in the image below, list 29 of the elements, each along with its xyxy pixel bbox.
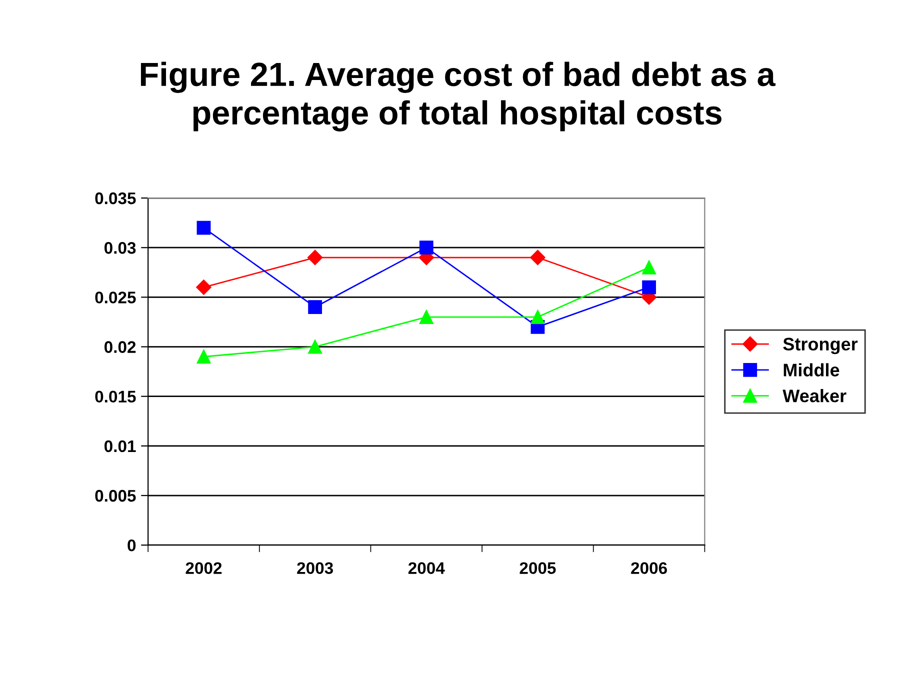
legend-label: Stronger (783, 338, 858, 354)
x-tick-label: 2006 (631, 562, 667, 574)
point (308, 300, 322, 314)
x-tick-label: 2003 (297, 562, 333, 574)
point (419, 310, 434, 324)
y-tick-label: 0.02 (104, 341, 136, 353)
point (530, 250, 546, 266)
y-tick-label: 0.005 (95, 490, 136, 502)
point (642, 260, 656, 274)
x-tick-label: 2004 (408, 562, 445, 574)
point (308, 340, 322, 354)
point (196, 220, 211, 235)
y-tick-label: 0 (128, 540, 136, 552)
x-tick-label: 2002 (186, 562, 222, 574)
y-tick-label: 0.03 (104, 242, 136, 254)
y-tick-label: 0.025 (95, 292, 136, 304)
y-tick-label: 0.035 (95, 192, 136, 204)
legend-label: Middle (784, 363, 840, 376)
legend-label: Weaker (782, 389, 846, 402)
point (307, 250, 323, 266)
y-tick-label: 0.01 (104, 440, 136, 452)
point (530, 310, 545, 324)
point (196, 350, 211, 364)
point (196, 280, 212, 295)
chart-title: Figure 21. Average cost of bad debt as a percentage of total hospital costs (140, 62, 776, 132)
y-tick-label: 0.015 (95, 390, 136, 403)
point (419, 240, 434, 255)
x-tick-label: 2005 (520, 562, 556, 574)
point (642, 280, 656, 294)
